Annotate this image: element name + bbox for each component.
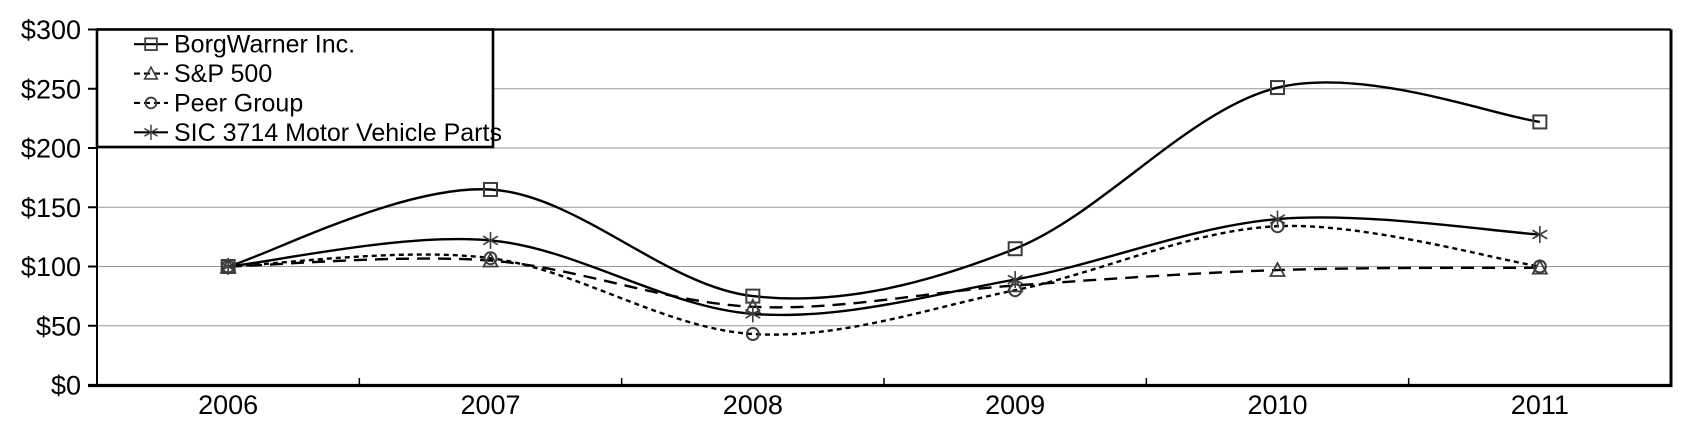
y-axis-label-250: $250 <box>21 74 81 104</box>
legend-label-sic-3714-motor-vehicle-parts: SIC 3714 Motor Vehicle Parts <box>174 119 502 147</box>
series-line-sic-3714-motor-vehicle-parts <box>228 216 1540 317</box>
datapoint-sic-3714-motor-vehicle-parts-2009-asterisk-marker <box>1007 274 1023 285</box>
datapoint-borgwarner-inc-2008-square-marker <box>745 288 761 304</box>
datapoint-sic-3714-motor-vehicle-parts-2007-asterisk-marker <box>482 235 499 246</box>
datapoint-borgwarner-inc-2007-square-marker <box>483 181 498 197</box>
series-line-s-p-500 <box>228 257 1540 309</box>
y-axis-label-0: $0 <box>51 371 81 401</box>
y-axis-label-300: $300 <box>21 15 81 45</box>
series-line-peer-group <box>228 224 1540 336</box>
y-axis-label-150: $150 <box>21 193 81 223</box>
x-axis-label-2007: 2007 <box>460 390 520 420</box>
datapoint-borgwarner-inc-2009-square-marker <box>1007 241 1023 257</box>
legend-s-p-500-triangle-marker <box>143 65 159 80</box>
datapoint-peer-group-2007-circle-marker <box>483 251 498 266</box>
legend-sic-3714-motor-vehicle-parts-asterisk-marker <box>144 127 158 137</box>
datapoint-sic-3714-motor-vehicle-parts-2010-asterisk-marker <box>1269 214 1286 225</box>
datapoint-s-p-500-2010-triangle-marker <box>1268 261 1287 277</box>
x-axis-label-2011: 2011 <box>1511 390 1569 420</box>
legend-label-borgwarner-inc: BorgWarner Inc. <box>174 31 355 59</box>
datapoint-borgwarner-inc-2010-square-marker <box>1270 80 1285 96</box>
x-axis-label-2006: 2006 <box>198 390 258 420</box>
y-axis-label-200: $200 <box>21 134 81 164</box>
datapoint-sic-3714-motor-vehicle-parts-2011-asterisk-marker <box>1532 229 1548 240</box>
x-axis-label-2008: 2008 <box>723 390 783 420</box>
datapoint-sic-3714-motor-vehicle-parts-2008-asterisk-marker <box>745 308 761 319</box>
datapoint-peer-group-2011-circle-marker <box>1532 259 1547 274</box>
datapoint-s-p-500-2007-triangle-marker <box>481 251 500 268</box>
y-axis-label-50: $50 <box>36 311 81 341</box>
legend-box <box>95 28 495 149</box>
datapoint-borgwarner-inc-2011-square-marker <box>1532 114 1548 130</box>
datapoint-peer-group-2008-circle-marker <box>745 327 760 342</box>
legend-label-s-p-500: S&P 500 <box>174 60 272 88</box>
legend-borgwarner-inc-square-marker <box>144 37 158 51</box>
y-axis-label-100: $100 <box>21 252 81 282</box>
datapoint-sic-3714-motor-vehicle-parts-2006-asterisk-marker <box>220 261 236 272</box>
x-axis-label-2010: 2010 <box>1247 390 1307 420</box>
datapoint-s-p-500-2011-triangle-marker <box>1531 258 1549 275</box>
legend-label-peer-group: Peer Group <box>174 89 303 117</box>
legend-peer-group-circle-marker <box>144 96 158 110</box>
x-axis-label-2009: 2009 <box>985 390 1045 420</box>
series-line-borgwarner-inc <box>227 81 1540 300</box>
